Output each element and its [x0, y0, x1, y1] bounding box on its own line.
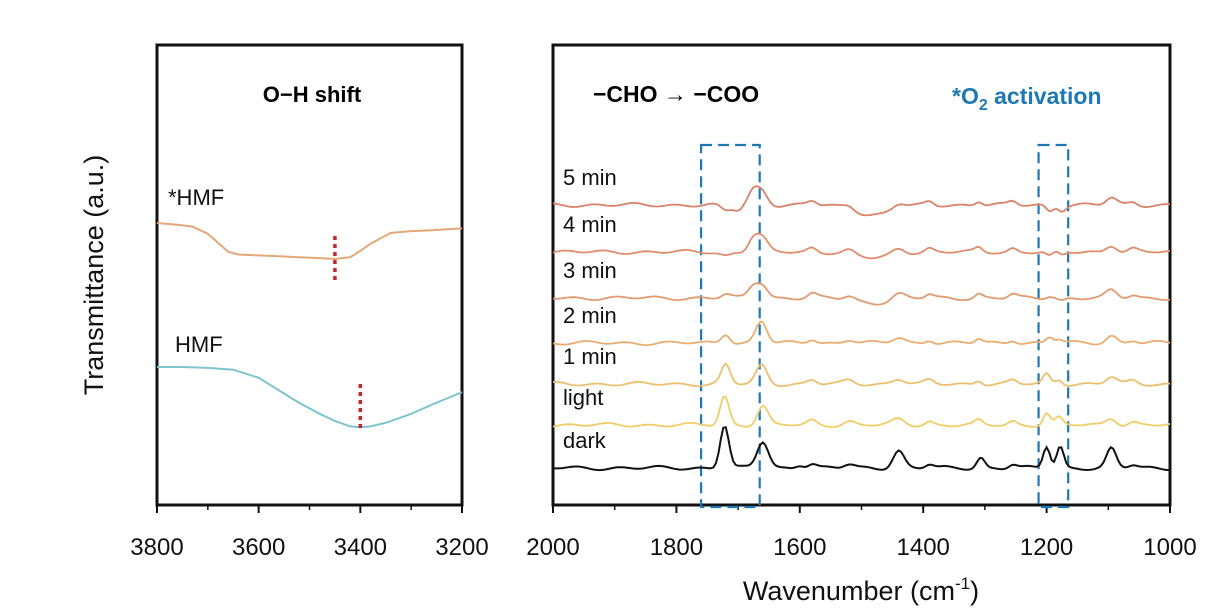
spectrum-label-4-min: 4 min — [563, 212, 617, 237]
y-axis-title: Transmittance (a.u.) — [79, 155, 109, 396]
right-x-tick-label: 1000 — [1143, 534, 1196, 561]
left-panel: 3800 3600 3400 3200 O−H shift *HMF HMF Tran… — [79, 43, 489, 561]
right-panel: 2000 1800 1600 1400 1200 1000 5 min 4 min 3 min… — [526, 43, 1197, 606]
left-plot-frame — [155, 43, 464, 507]
right-x-tick-label: 1400 — [897, 534, 950, 561]
right-x-tick-label: 1600 — [773, 534, 826, 561]
x-axis-title: Wavenumber (cm-1) — [743, 574, 979, 606]
spectrum-label-light: light — [563, 385, 603, 410]
left-x-tick-label: 3400 — [334, 534, 387, 561]
right-plot-frame — [551, 43, 1172, 507]
x-axis-title-main: Wavenumber (cm — [743, 576, 955, 606]
o2-text-end: activation — [988, 83, 1102, 109]
highlight-box-cho-coo — [699, 143, 761, 509]
right-x-tick-label: 1800 — [650, 534, 703, 561]
o2-text: *O — [952, 83, 979, 109]
spectrum-line-3-min — [552, 282, 1171, 306]
left-x-tick-label: 3200 — [435, 534, 488, 561]
right-annotation-cho-coo: −CHO → −COO — [593, 81, 759, 107]
spectrum-line-dark — [552, 426, 1171, 472]
spectrum-label-5-min: 5 min — [563, 165, 617, 190]
right-x-tick-label: 2000 — [526, 534, 579, 561]
right-x-ticks: 2000 1800 1600 1400 1200 1000 — [526, 505, 1197, 561]
spectrum-line-2-min — [552, 320, 1171, 347]
spectrum-line-1-min — [552, 362, 1170, 388]
right-annotation-o2-activation: *O2 activation — [952, 83, 1102, 114]
x-axis-title-end: ) — [970, 576, 979, 606]
left-x-ticks: 3800 3600 3400 3200 — [130, 505, 489, 561]
right-series-labels: 5 min 4 min 3 min 2 min 1 min light dark — [563, 165, 617, 453]
right-highlight-boxes — [699, 143, 1070, 509]
left-x-tick-label: 3800 — [130, 534, 183, 561]
spectrum-line-4-min — [552, 232, 1171, 260]
o2-subscript: 2 — [979, 97, 988, 114]
spectrum-label-1-min: 1 min — [563, 344, 617, 369]
right-x-tick-label: 1200 — [1020, 534, 1073, 561]
spectrum-line-5-min — [552, 185, 1171, 217]
spectrum-line-light — [552, 395, 1171, 429]
spectrum-label-3-min: 3 min — [563, 258, 617, 283]
spectrum-label-dark: dark — [563, 428, 607, 453]
right-series-group — [552, 185, 1171, 472]
left-x-tick-label: 3600 — [232, 534, 285, 561]
left-series-label-hmf-star: *HMF — [168, 185, 224, 210]
spectrum-label-2-min: 2 min — [563, 303, 617, 328]
left-series-line-hmf-star — [156, 222, 463, 261]
left-series-group — [156, 222, 463, 429]
left-annotation-oh-shift: O−H shift — [263, 82, 362, 107]
left-series-label-hmf: HMF — [175, 332, 223, 357]
highlight-box-o2-activation — [1037, 143, 1070, 509]
x-axis-title-sup: -1 — [955, 574, 970, 593]
left-series-line-hmf — [157, 366, 463, 429]
